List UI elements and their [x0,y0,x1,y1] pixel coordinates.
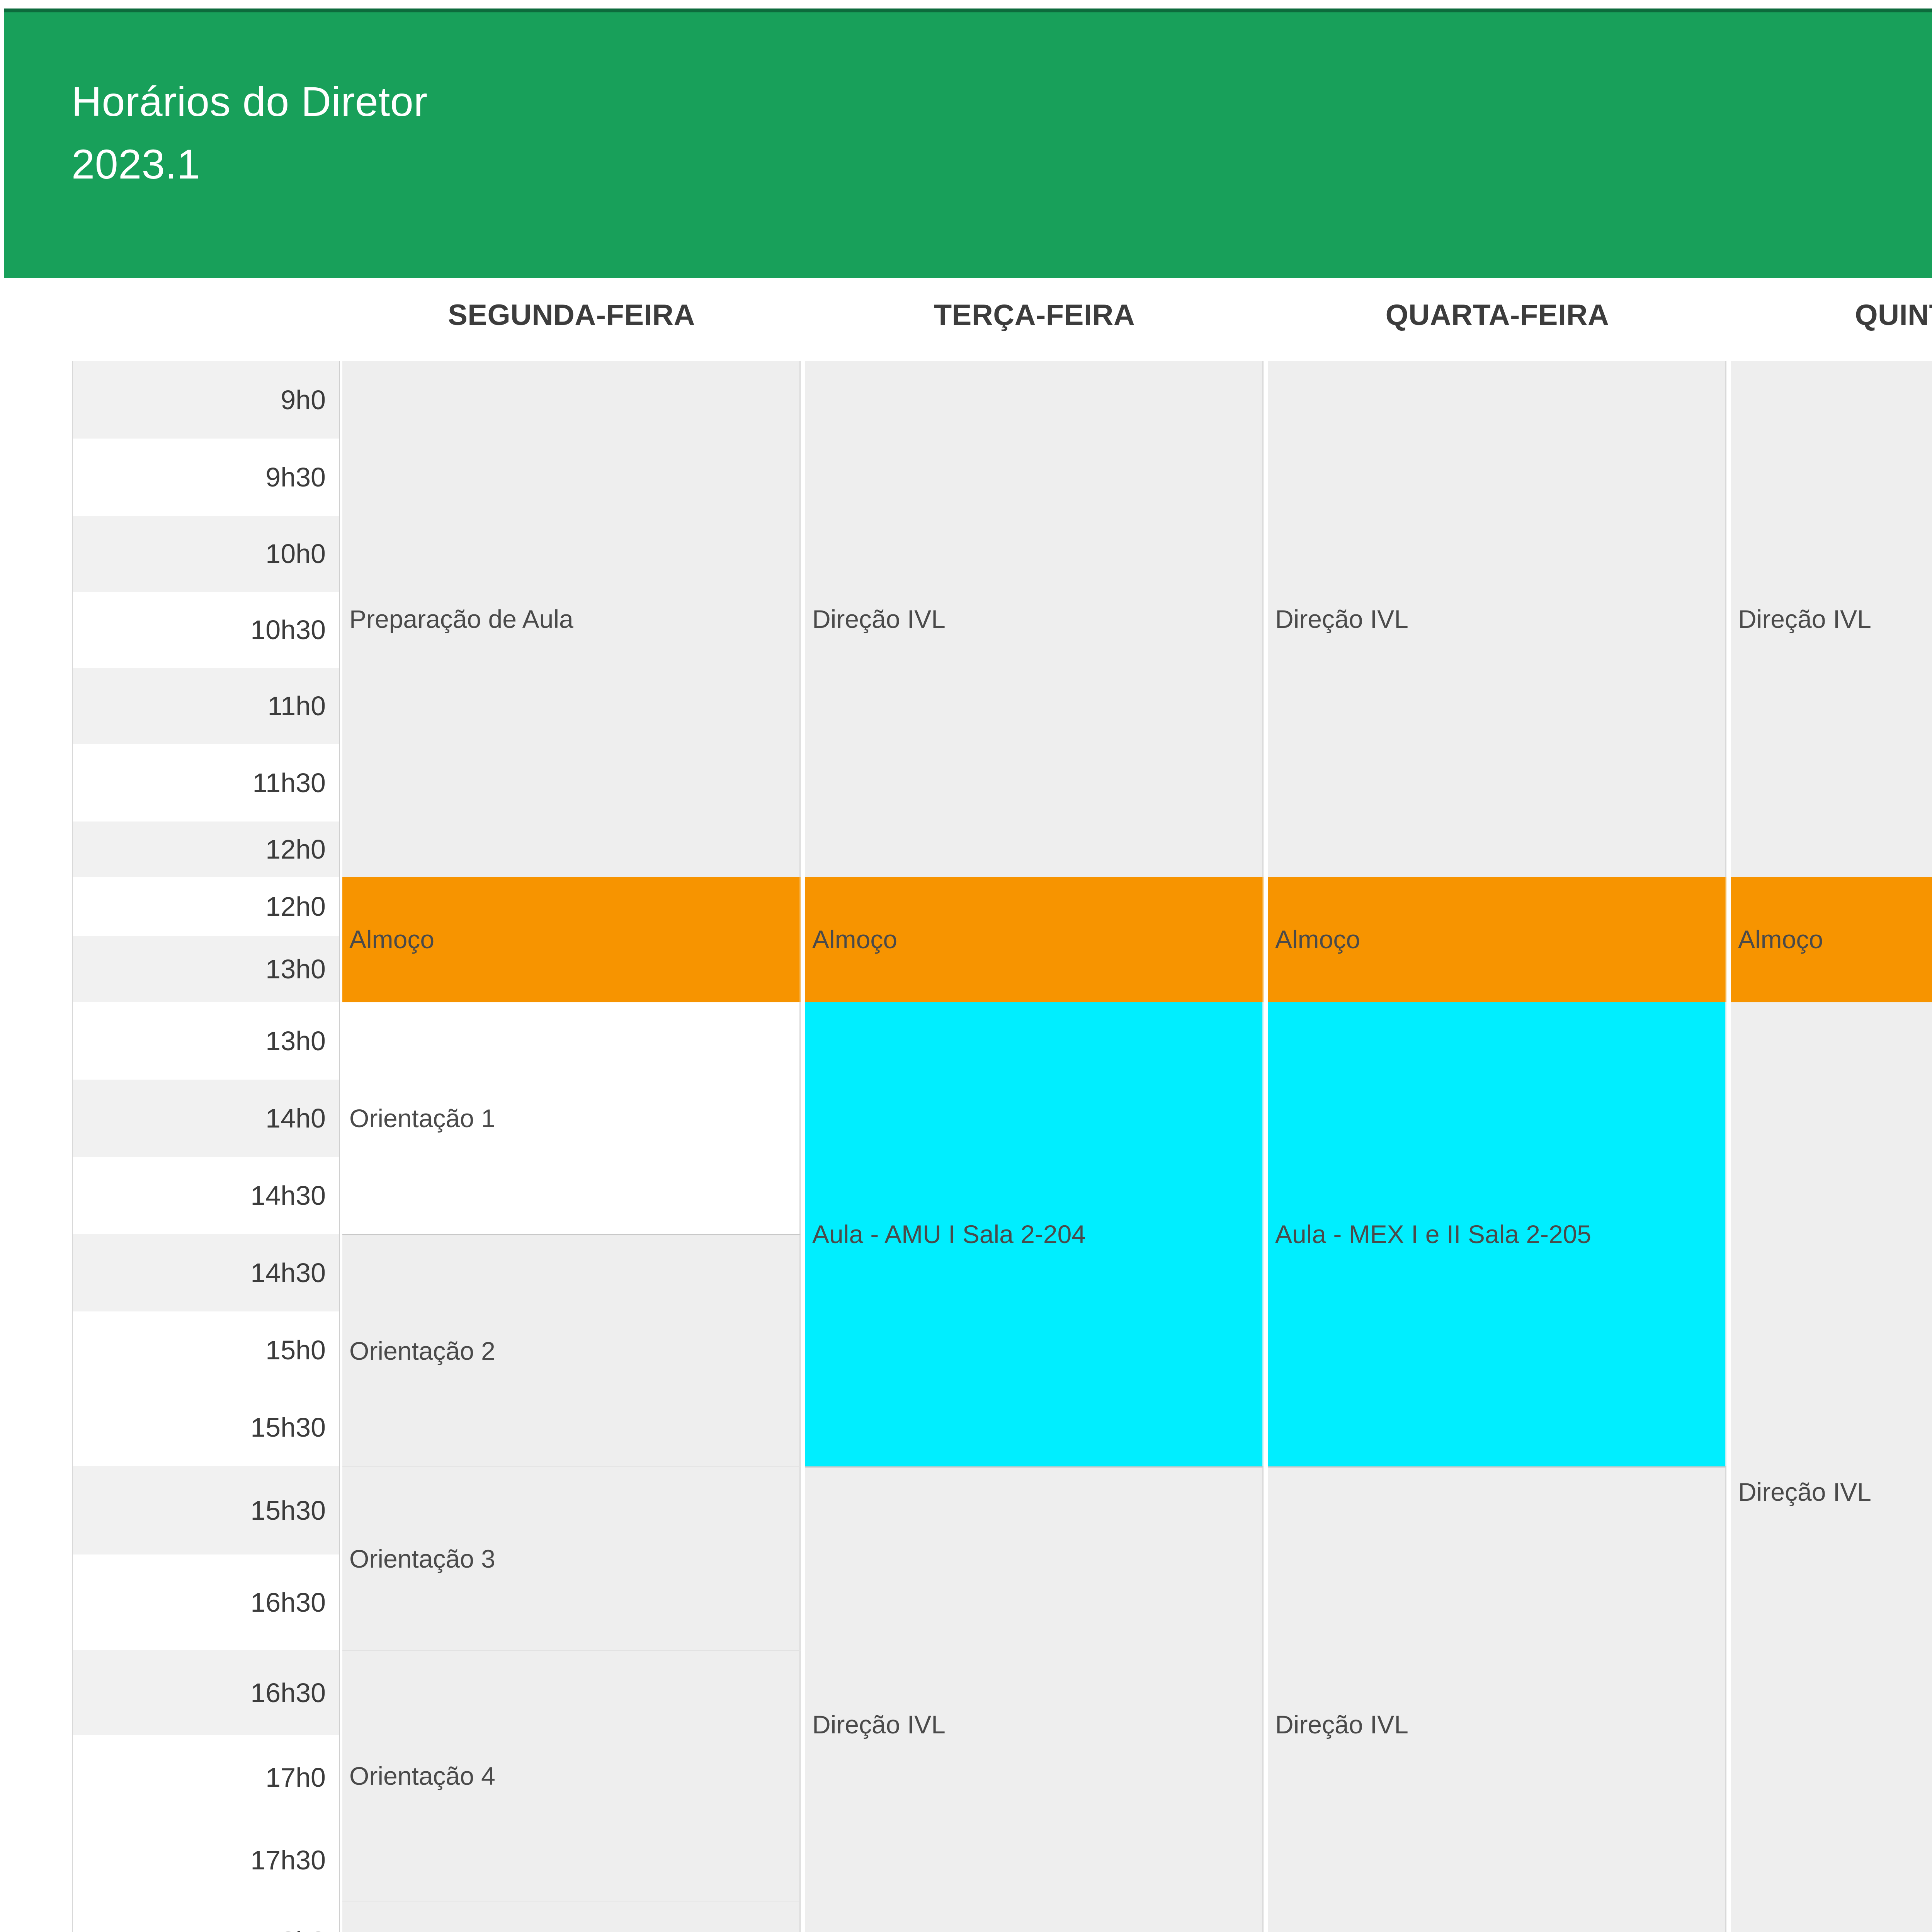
time-slot: 10h0 [73,516,339,592]
time-slot: 15h30 [250,1412,326,1443]
time-slot: 11h30 [252,768,326,798]
time-slot: 14h30 [73,1234,339,1312]
time-slot: 9h0 [73,361,339,439]
event-block[interactable]: Finalização das atividades [342,1901,801,1932]
time-slot: 9h30 [265,462,326,493]
time-slot: 11h0 [73,668,339,745]
event-block[interactable]: Orientação 4 [342,1650,801,1901]
page-title: Horários do Diretor [71,78,428,125]
event-block[interactable]: Almoço [342,877,801,1002]
day-header-terca: TERÇA-FEIRA [934,298,1135,332]
page-banner: Horários do Diretor 2023.1 [4,9,1932,278]
event-block[interactable]: Almoço [1268,877,1726,1002]
event-block[interactable]: Aula - MEX I e II Sala 2-205 [1268,1002,1726,1466]
schedule-grid: 9h0 9h30 10h0 10h30 11h0 11h30 12h0 12h0… [72,361,1932,1932]
page-term: 2023.1 [71,141,201,187]
event-block[interactable]: Orientação 1 [342,1002,801,1235]
event-block[interactable]: Orientação 2 [342,1234,801,1466]
time-slot: 16h30 [73,1650,339,1735]
time-slot: 17h0 [265,1762,326,1793]
event-block[interactable]: Direção IVL [1731,1002,1932,1932]
time-slot: 18h0 [73,1901,339,1932]
day-column-segunda: Preparação de Aula Almoço Orientação 1 O… [340,361,803,1932]
time-slot: 15h30 [73,1466,339,1555]
day-header-quinta: QUINTA-FEIRA [1855,298,1932,332]
event-block[interactable]: Direção IVL [1731,361,1932,877]
time-slot: 12h0 [73,821,339,877]
event-block[interactable]: Direção IVL [805,1466,1264,1932]
day-header-segunda: SEGUNDA-FEIRA [448,298,695,332]
day-columns: Preparação de Aula Almoço Orientação 1 O… [340,361,1932,1932]
day-column-quinta: Direção IVL Almoço Direção IVL [1729,361,1932,1932]
time-slot: 12h0 [265,891,326,922]
event-block[interactable]: Direção IVL [1268,361,1726,877]
event-block[interactable]: Almoço [1731,877,1932,1002]
time-slot: 13h0 [73,935,339,1002]
time-slot: 16h30 [250,1587,326,1618]
event-block[interactable]: Aula - AMU I Sala 2-204 [805,1002,1264,1466]
day-header-row: SEGUNDA-FEIRA TERÇA-FEIRA QUARTA-FEIRA Q… [340,288,1932,342]
event-block[interactable]: Direção IVL [805,361,1264,877]
event-block[interactable]: Orientação 3 [342,1466,801,1651]
time-slot: 15h0 [265,1335,326,1366]
day-column-quarta: Direção IVL Almoço Aula - MEX I e II Sal… [1266,361,1729,1932]
time-column: 9h0 9h30 10h0 10h30 11h0 11h30 12h0 12h0… [72,361,340,1932]
time-slot: 14h30 [250,1180,326,1211]
time-slot: 13h0 [265,1026,326,1056]
event-block[interactable]: Direção IVL [1268,1466,1726,1932]
event-block[interactable]: Almoço [805,877,1264,1002]
time-slot: 17h30 [250,1845,326,1876]
day-header-quarta: QUARTA-FEIRA [1385,298,1609,332]
event-block[interactable]: Preparação de Aula [342,361,801,877]
time-slot: 14h0 [73,1079,339,1157]
day-column-terca: Direção IVL Almoço Aula - AMU I Sala 2-2… [803,361,1266,1932]
time-slot: 10h30 [250,614,326,645]
